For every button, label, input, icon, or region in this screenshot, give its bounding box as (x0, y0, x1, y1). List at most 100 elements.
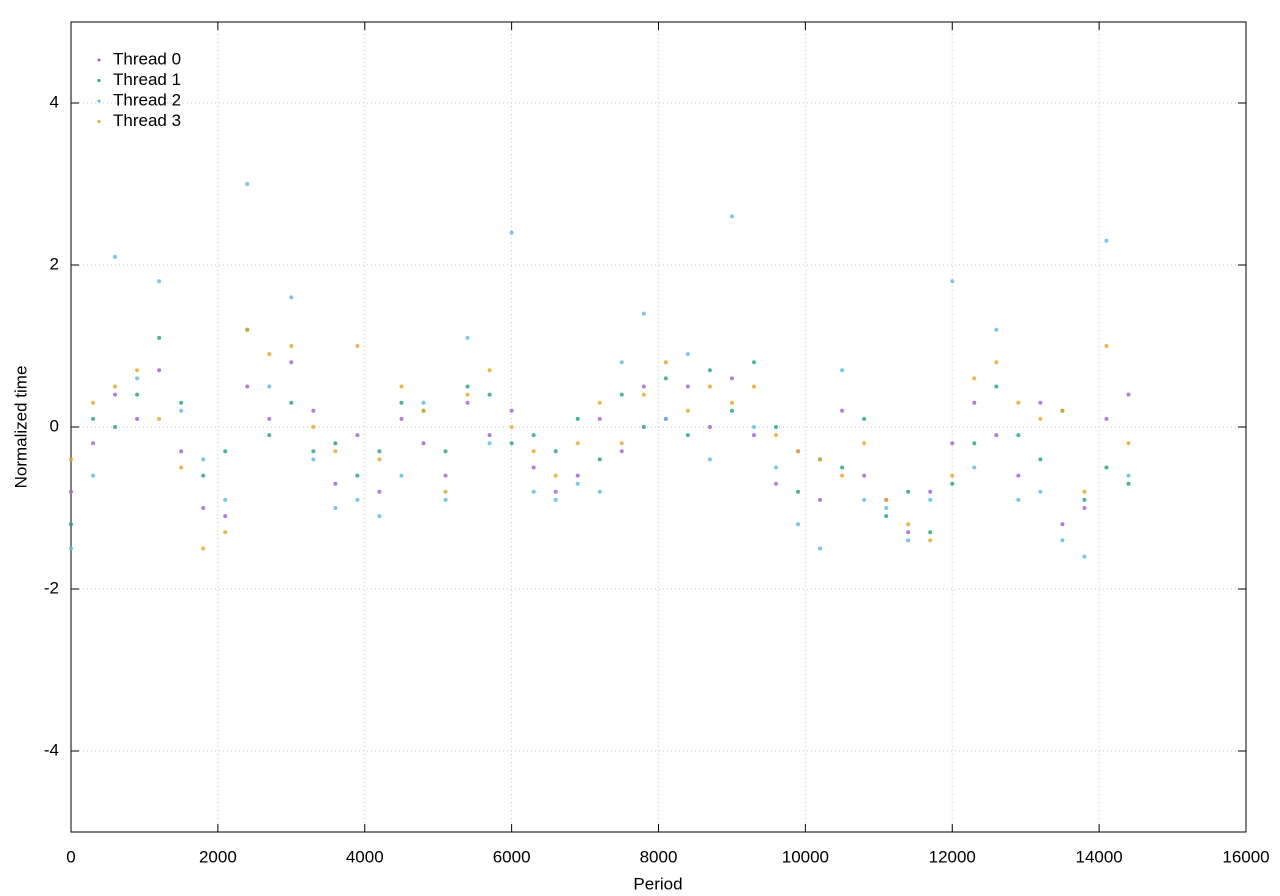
point (729, 214, 734, 219)
point (1060, 408, 1065, 413)
point (531, 449, 536, 454)
point (928, 530, 933, 535)
legend-label: Thread 1 (113, 70, 181, 89)
point (906, 489, 911, 494)
point (223, 449, 228, 454)
point (818, 497, 823, 502)
point (311, 425, 316, 429)
point (972, 441, 977, 446)
point (355, 473, 360, 478)
point (1038, 457, 1043, 462)
point (311, 457, 316, 462)
point (553, 473, 558, 478)
point (443, 449, 448, 454)
x-axis-label: Period (633, 874, 682, 893)
point (774, 481, 778, 486)
point (311, 408, 316, 413)
point (796, 449, 801, 454)
point (862, 473, 867, 478)
point (465, 400, 470, 405)
point (377, 514, 382, 519)
point (774, 425, 778, 429)
point (245, 182, 250, 186)
point (950, 473, 955, 478)
point (289, 400, 294, 405)
point (906, 530, 911, 535)
x-tick-label: 4000 (346, 847, 384, 866)
point (135, 392, 140, 397)
point (1104, 465, 1109, 470)
point (994, 384, 999, 389)
point (994, 433, 999, 438)
point (774, 433, 778, 438)
legend-marker (97, 120, 101, 123)
point (157, 416, 162, 421)
x-tick-label: 0 (66, 847, 75, 866)
point (355, 433, 360, 438)
point (575, 481, 580, 486)
point (531, 433, 536, 438)
point (1126, 481, 1131, 486)
point (135, 368, 140, 373)
point (862, 441, 867, 446)
point (928, 538, 933, 543)
point (1038, 489, 1043, 494)
point (113, 254, 118, 259)
point (201, 546, 206, 551)
point (906, 522, 911, 527)
y-tick-label: 4 (50, 92, 59, 111)
point (751, 384, 756, 389)
point (641, 425, 646, 429)
point (267, 416, 272, 421)
point (69, 546, 73, 551)
point (1038, 400, 1043, 405)
point (729, 376, 734, 381)
point (928, 489, 933, 494)
point (663, 360, 668, 365)
point (1082, 497, 1087, 502)
point (575, 473, 580, 478)
point (575, 416, 580, 421)
point (377, 449, 382, 454)
point (1082, 489, 1087, 494)
point (157, 368, 162, 373)
point (1082, 554, 1087, 559)
point (509, 425, 514, 429)
point (487, 433, 492, 438)
point (840, 368, 845, 373)
point (774, 465, 778, 470)
point (906, 538, 911, 543)
point (465, 392, 470, 397)
point (509, 408, 514, 413)
legend-label: Thread 2 (113, 90, 181, 109)
point (91, 416, 96, 421)
point (685, 352, 690, 357)
point (818, 546, 823, 551)
point (245, 327, 250, 332)
point (289, 295, 294, 300)
point (950, 441, 955, 446)
point (862, 497, 867, 502)
point (707, 368, 712, 373)
point (1126, 473, 1131, 478)
point (245, 384, 250, 389)
point (619, 392, 624, 397)
point (553, 497, 558, 502)
point (135, 376, 140, 381)
point (1016, 497, 1021, 502)
y-tick-label: -2 (44, 578, 59, 597)
x-tick-label: 10000 (782, 847, 829, 866)
point (1104, 238, 1109, 243)
point (751, 425, 756, 429)
point (333, 449, 338, 454)
point (707, 457, 712, 462)
point (641, 311, 646, 316)
point (201, 473, 206, 478)
point (950, 481, 955, 486)
point (179, 400, 184, 405)
point (465, 384, 470, 389)
point (223, 497, 228, 502)
point (157, 335, 162, 340)
point (289, 360, 294, 365)
point (333, 506, 338, 510)
